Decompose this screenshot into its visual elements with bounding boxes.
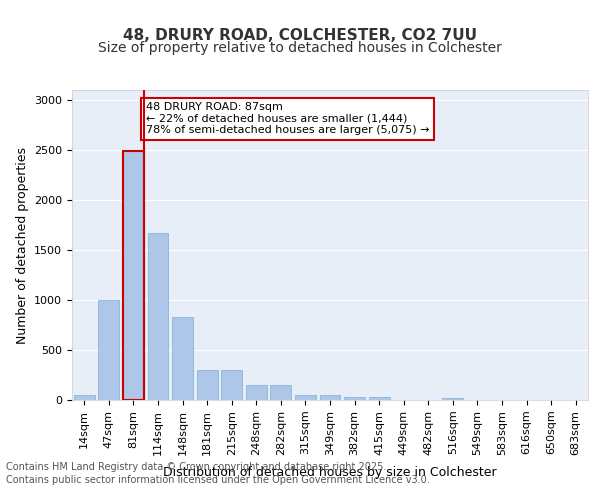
Bar: [246, 385, 267, 400]
Bar: [320, 394, 340, 400]
X-axis label: Distribution of detached houses by size in Colchester: Distribution of detached houses by size …: [163, 466, 497, 479]
Bar: [98, 300, 119, 400]
Text: Size of property relative to detached houses in Colchester: Size of property relative to detached ho…: [98, 41, 502, 55]
Bar: [344, 397, 365, 400]
Bar: [271, 385, 292, 400]
Text: Contains public sector information licensed under the Open Government Licence v3: Contains public sector information licen…: [6, 475, 430, 485]
Bar: [148, 233, 169, 400]
Bar: [74, 395, 95, 400]
Bar: [368, 397, 389, 400]
Bar: [172, 317, 193, 400]
Text: 48, DRURY ROAD, COLCHESTER, CO2 7UU: 48, DRURY ROAD, COLCHESTER, CO2 7UU: [123, 28, 477, 42]
Text: Contains HM Land Registry data © Crown copyright and database right 2025.: Contains HM Land Registry data © Crown c…: [6, 462, 386, 472]
Bar: [197, 370, 218, 400]
Bar: [123, 151, 144, 400]
Bar: [295, 394, 316, 400]
Y-axis label: Number of detached properties: Number of detached properties: [16, 146, 29, 344]
Bar: [442, 398, 463, 400]
Bar: [221, 370, 242, 400]
Text: 48 DRURY ROAD: 87sqm
← 22% of detached houses are smaller (1,444)
78% of semi-de: 48 DRURY ROAD: 87sqm ← 22% of detached h…: [146, 102, 429, 135]
